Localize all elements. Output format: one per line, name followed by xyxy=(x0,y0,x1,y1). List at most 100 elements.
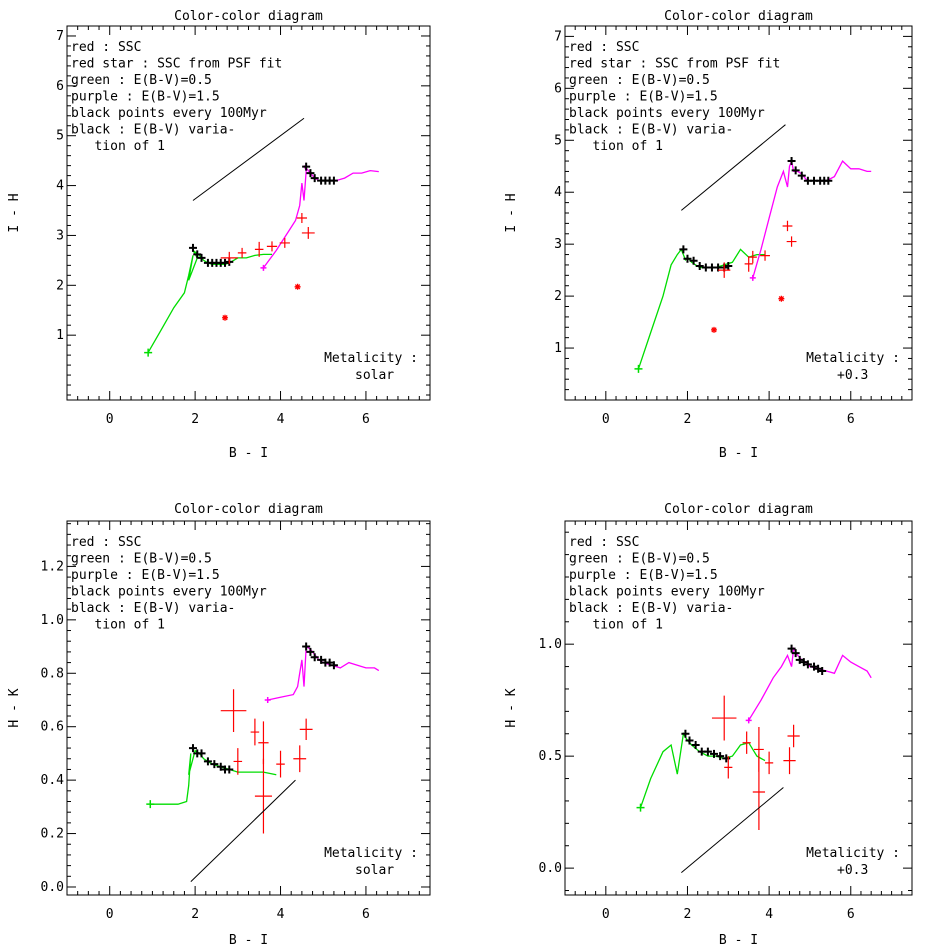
age-marker xyxy=(193,250,202,259)
ssc-point xyxy=(220,251,238,264)
reddening-vector xyxy=(190,779,296,883)
legend-entry: green : E(B-V)=0.5 xyxy=(569,73,710,88)
age-marker xyxy=(724,261,733,270)
y-tick-label: 1.0 xyxy=(539,637,562,652)
ssc-point xyxy=(276,750,285,778)
ssc-point xyxy=(752,753,766,831)
age-marker xyxy=(325,658,334,667)
legend-entry: black : E(B-V) varia- xyxy=(569,123,733,138)
legend-entry: purple : E(B-V)=1.5 xyxy=(71,90,220,105)
ssc-point xyxy=(782,220,793,232)
legend-entry: tion of 1 xyxy=(71,618,165,633)
x-tick-label: 6 xyxy=(847,907,855,922)
x-tick-label: 0 xyxy=(602,907,610,922)
y-tick-label: 0.0 xyxy=(41,880,64,895)
legend-entry: purple : E(B-V)=1.5 xyxy=(569,568,718,583)
ssc-point xyxy=(296,213,308,223)
track-line-green xyxy=(637,248,765,370)
y-tick-label: 5 xyxy=(56,129,64,144)
reddening-vector xyxy=(192,117,305,201)
age-marker xyxy=(329,176,338,185)
legend-entry: purple : E(B-V)=1.5 xyxy=(71,568,220,583)
ssc-point xyxy=(711,695,737,741)
age-marker xyxy=(306,647,315,656)
track-line-purple xyxy=(267,645,380,701)
age-marker xyxy=(791,649,800,658)
legend-entry: black points every 100Myr xyxy=(71,106,267,121)
track-start-point xyxy=(634,364,643,373)
age-marker xyxy=(810,662,819,671)
ssc-point xyxy=(783,747,796,775)
y-tick-label: 2 xyxy=(554,289,562,304)
y-tick-label: 1.2 xyxy=(41,559,64,574)
ssc-point xyxy=(258,721,269,765)
legend-entry: black points every 100Myr xyxy=(569,106,765,121)
track-start-point xyxy=(264,696,271,703)
y-tick-label: 1 xyxy=(554,341,562,356)
chart-panel-4: Color-color diagram 0 2 4 6 0.0 0.5 1.0 B - I H -… xyxy=(504,502,913,948)
age-marker xyxy=(799,658,808,667)
age-marker xyxy=(685,736,694,745)
track-line-green xyxy=(147,249,272,353)
ssc-point xyxy=(787,724,800,748)
y-tick-label: 0.0 xyxy=(539,861,562,876)
age-marker xyxy=(317,655,326,664)
age-marker xyxy=(814,664,823,673)
age-marker xyxy=(197,749,206,758)
x-axis-label: B - I xyxy=(229,933,268,948)
metalicity-value: +0.3 xyxy=(837,863,868,878)
x-tick-label: 4 xyxy=(765,907,773,922)
age-marker xyxy=(203,757,212,766)
y-tick-label: 4 xyxy=(554,185,562,200)
ssc-point xyxy=(293,745,307,773)
age-marker xyxy=(310,653,319,662)
metalicity-label: Metalicity : xyxy=(806,846,900,861)
legend-entry: purple : E(B-V)=1.5 xyxy=(569,90,718,105)
metalicity-value: +0.3 xyxy=(837,368,868,383)
track-line-purple xyxy=(752,158,872,279)
ssc-point xyxy=(266,241,278,252)
legend-entry: green : E(B-V)=0.5 xyxy=(71,73,212,88)
track-start-point xyxy=(749,274,756,281)
age-marker xyxy=(824,176,833,185)
chart-panel-1: Color-color diagram 0 2 4 6 1 2 3 4 5 6 7 B - I I - H… xyxy=(7,9,431,461)
reddening-vector xyxy=(681,787,784,873)
age-marker xyxy=(797,171,806,180)
legend-entry: red star : SSC from PSF fit xyxy=(71,57,282,72)
ssc-point xyxy=(748,250,757,264)
ssc-point xyxy=(301,226,315,239)
y-tick-label: 7 xyxy=(554,29,562,44)
age-marker xyxy=(225,765,234,774)
age-marker xyxy=(791,166,800,175)
age-marker xyxy=(716,752,725,761)
legend-entry: black : E(B-V) varia- xyxy=(71,601,235,616)
x-tick-label: 4 xyxy=(277,412,285,427)
track-start-point xyxy=(146,800,155,809)
ssc-point xyxy=(718,262,731,278)
ssc-psf-star xyxy=(222,314,229,321)
track-start-point xyxy=(745,717,752,724)
x-tick-label: 2 xyxy=(191,907,199,922)
age-marker xyxy=(329,661,338,670)
x-tick-label: 6 xyxy=(362,907,370,922)
y-tick-label: 1 xyxy=(56,328,64,343)
y-tick-label: 0.8 xyxy=(41,666,64,681)
age-marker xyxy=(679,245,688,254)
track-start-point xyxy=(260,264,267,271)
y-tick-label: 4 xyxy=(56,179,64,194)
ssc-point xyxy=(233,748,243,775)
metalicity-value: solar xyxy=(355,863,394,878)
legend-entry: tion of 1 xyxy=(569,139,663,154)
chart-title: Color-color diagram xyxy=(174,502,323,517)
chart-title: Color-color diagram xyxy=(664,502,813,517)
y-tick-label: 6 xyxy=(56,79,64,94)
age-marker xyxy=(722,754,731,763)
chart-title: Color-color diagram xyxy=(664,9,813,24)
ssc-point xyxy=(237,247,247,258)
age-marker xyxy=(197,253,206,262)
x-axis-label: B - I xyxy=(719,933,758,948)
ssc-psf-star xyxy=(778,295,785,302)
x-axis-label: B - I xyxy=(229,446,268,461)
age-marker xyxy=(188,243,197,252)
